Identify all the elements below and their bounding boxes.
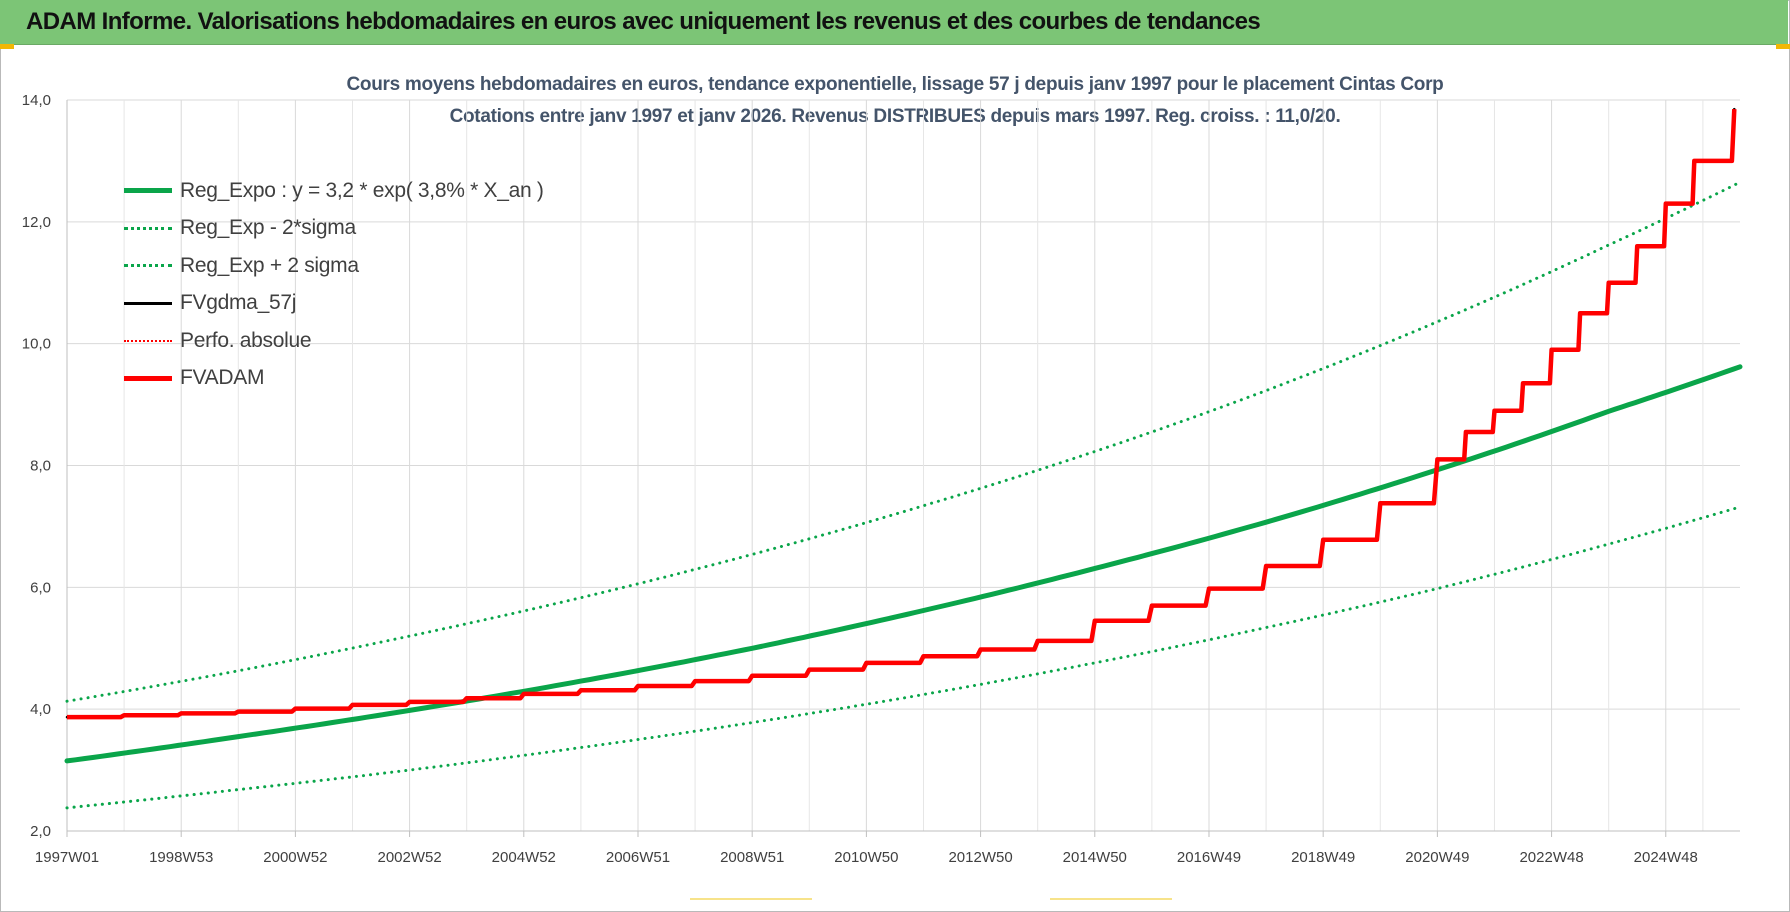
legend-item-fvadam: FVADAM [124, 360, 544, 398]
series-line-fvadam [67, 108, 1737, 720]
corner-mark-left [0, 44, 14, 49]
series-line-reg-exp-2-sigma [65, 180, 1742, 703]
x-tick-label: 2010W50 [834, 849, 898, 866]
x-tick-label: 1997W01 [35, 849, 99, 866]
legend-label-reg-expo: Reg_Expo : y = 3,2 * exp( 3,8% * X_an ) [180, 178, 544, 202]
legend-label-fvgdma: FVgdma_57j [180, 291, 297, 315]
x-tick-label: 2002W52 [377, 849, 441, 866]
x-tick-label: 2000W52 [263, 849, 327, 866]
legend-item-reg-expo: Reg_Expo : y = 3,2 * exp( 3,8% * X_an ) [124, 172, 544, 210]
legend-swatch-fvadam [124, 375, 172, 381]
corner-mark-right [1776, 44, 1790, 49]
legend-swatch-reg-exp-plus [124, 264, 172, 268]
x-tick-label: 2004W52 [492, 849, 556, 866]
x-tick-label: 2022W48 [1519, 849, 1583, 866]
banner-title: ADAM Informe. Valorisations hebdomadaire… [26, 8, 1261, 35]
axis-layer: 2,0 4,0 6,0 8,0 10,0 12,0 14,0 1997W01 1998W53 20… [22, 92, 1740, 866]
legend-label-perfo: Perfo. absolue [180, 328, 312, 352]
y-tick-label: 14,0 [22, 92, 51, 109]
y-tick-label: 6,0 [30, 579, 51, 596]
x-tick-label: 1998W53 [149, 849, 213, 866]
x-tick-label: 2016W49 [1177, 849, 1241, 866]
legend-label-reg-exp-minus: Reg_Exp - 2*sigma [180, 216, 356, 240]
legend-item-reg-exp-plus: Reg_Exp + 2 sigma [124, 247, 544, 285]
header-banner: ADAM Informe. Valorisations hebdomadaire… [0, 0, 1788, 45]
x-tick-label: 2018W49 [1291, 849, 1355, 866]
x-tick-label: 2006W51 [606, 849, 670, 866]
y-tick-label: 4,0 [30, 701, 51, 718]
y-tick-label: 8,0 [30, 458, 51, 475]
series-line-reg-exp-2-sigma [65, 505, 1742, 810]
x-tick-label: 2014W50 [1063, 849, 1127, 866]
x-tick-label: 2024W48 [1634, 849, 1698, 866]
y-tick-label: 10,0 [22, 336, 51, 353]
legend-item-reg-exp-minus: Reg_Exp - 2*sigma [124, 210, 544, 248]
y-tick-label: 2,0 [30, 823, 51, 840]
x-tick-label: 2008W51 [720, 849, 784, 866]
chart-subtitle: Cotations entre janv 1997 et janv 2026. … [449, 106, 1341, 127]
legend-swatch-fvgdma [124, 301, 172, 305]
bottom-mark-2 [1050, 898, 1172, 900]
chart-title: Cours moyens hebdomadaires en euros, ten… [346, 74, 1444, 95]
legend-label-fvadam: FVADAM [180, 366, 265, 390]
legend-label-reg-exp-plus: Reg_Exp + 2 sigma [180, 253, 359, 277]
legend-item-fvgdma: FVgdma_57j [124, 285, 544, 323]
chart-legend: Reg_Expo : y = 3,2 * exp( 3,8% * X_an ) … [124, 172, 544, 397]
legend-swatch-reg-expo [124, 188, 172, 194]
legend-swatch-perfo [124, 339, 172, 342]
legend-swatch-reg-exp-minus [124, 226, 172, 230]
legend-item-perfo: Perfo. absolue [124, 322, 544, 360]
bottom-mark-1 [690, 898, 812, 900]
x-tick-label: 2012W50 [948, 849, 1012, 866]
series-line-reg-expo-y-3-2-exp-3-8-x-an [64, 364, 1743, 764]
series-layer [64, 107, 1743, 810]
x-tick-label: 2020W49 [1405, 849, 1469, 866]
y-tick-label: 12,0 [22, 214, 51, 231]
